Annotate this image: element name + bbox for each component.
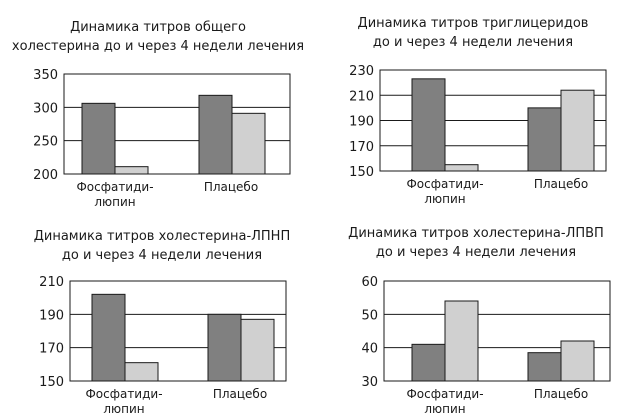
category-label: Плацебо [534,387,588,401]
y-tick-label: 250 [33,135,58,150]
y-tick-label: 30 [361,375,378,390]
chart-title-line: Динамика титров общего [70,20,246,35]
category-label: Плацебо [213,387,267,401]
chart-title-line: Динамика титров холестерина-ЛПВП [348,226,604,241]
bar-after [444,164,479,172]
category-label: Фосфатиди- [406,177,483,191]
y-tick-label: 210 [349,89,374,104]
bar-after [560,89,595,172]
category-label: Фосфатиди- [85,387,162,401]
category-label: Фосфатиди- [406,387,483,401]
chart-panel-2: Динамика титров триглицеридов до и через … [349,16,607,206]
bar-before [411,343,446,382]
chart-panel-1: Динамика титров общего холестерина до и ч… [12,20,304,209]
bar-after [444,300,479,382]
y-tick-label: 350 [33,68,58,83]
bar-after [114,166,149,175]
chart-title-line: до и через 4 недели лечения [373,35,573,50]
y-tick-label: 200 [33,168,58,183]
chart-title-line: холестерина до и через 4 недели лечения [12,39,304,54]
bar-before [411,78,446,172]
y-tick-label: 190 [349,115,374,130]
y-tick-label: 40 [361,342,378,357]
y-tick-label: 190 [39,308,64,323]
bar-before [81,102,116,175]
chart-title-line: Динамика титров холестерина-ЛПНП [34,229,291,244]
bar-before [527,107,562,172]
category-label: люпин [424,402,465,416]
chart-panel-3: Динамика титров холестерина-ЛПНП до и чер… [34,229,291,416]
bar-after [560,340,595,382]
category-label: Плацебо [204,180,258,194]
y-tick-label: 50 [361,308,378,323]
y-tick-label: 60 [361,275,378,290]
chart-title-line: до и через 4 недели лечения [376,245,576,260]
y-tick-label: 170 [349,140,374,155]
y-tick-label: 210 [39,275,64,290]
bar-after [240,318,275,382]
plot-frame [69,280,287,382]
plot-frame [63,73,291,175]
y-tick-label: 150 [349,165,374,180]
bar-before [91,293,126,382]
chart-title-line: Динамика титров триглицеридов [358,16,589,31]
bar-after [124,362,159,382]
plot-frame [383,280,611,382]
plot-frame [379,69,607,172]
chart-title-line: до и через 4 недели лечения [62,248,262,263]
chart-panel-4: Динамика титров холестерина-ЛПВП до и чер… [348,226,611,416]
category-label: Фосфатиди- [76,180,153,194]
bar-before [207,313,242,382]
y-tick-label: 150 [39,375,64,390]
y-tick-label: 230 [349,64,374,79]
category-label: люпин [94,195,135,209]
category-label: Плацебо [534,177,588,191]
bar-before [527,352,562,382]
bar-before [198,94,233,175]
y-tick-label: 300 [33,101,58,116]
category-label: люпин [424,192,465,206]
y-tick-label: 170 [39,342,64,357]
bar-after [231,112,266,175]
category-label: люпин [103,402,144,416]
